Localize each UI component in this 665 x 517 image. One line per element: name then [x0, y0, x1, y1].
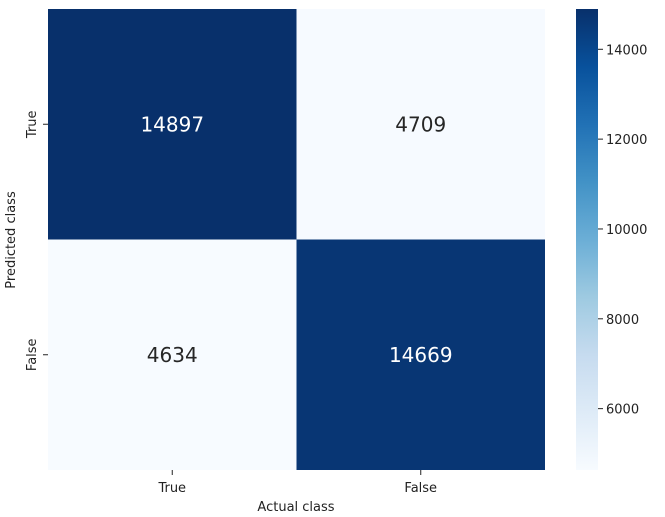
heatmap-cells: 14897 4709 4634 14669 — [48, 9, 545, 470]
colorbar-tick-label: 6000 — [606, 403, 639, 418]
x-tick-label: False — [404, 481, 437, 496]
x-axis: True False — [157, 470, 437, 496]
heatmap-cell — [296, 9, 545, 240]
heatmap-cell — [48, 239, 297, 470]
colorbar-tick-label: 12000 — [606, 133, 647, 148]
cell-value-label: 14669 — [389, 343, 453, 367]
cell-value-label: 4634 — [147, 343, 198, 367]
colorbar-tick-label: 14000 — [606, 43, 647, 58]
y-tick-label: True — [25, 110, 40, 139]
x-axis-label: Actual class — [257, 500, 334, 515]
cell-value-label: 4709 — [395, 112, 446, 136]
y-axis: True False — [25, 110, 48, 371]
colorbar: 6000 8000 10000 12000 14000 — [576, 9, 647, 470]
heatmap-cell — [296, 239, 545, 470]
y-tick-label: False — [25, 338, 40, 371]
y-axis-label: Predicted class — [4, 191, 19, 289]
heatmap-cell — [48, 9, 297, 240]
x-tick-label: True — [157, 481, 186, 496]
colorbar-tick-label: 8000 — [606, 313, 639, 328]
colorbar-tick-label: 10000 — [606, 223, 647, 238]
cell-value-label: 14897 — [140, 112, 204, 136]
colorbar-gradient — [576, 9, 598, 470]
